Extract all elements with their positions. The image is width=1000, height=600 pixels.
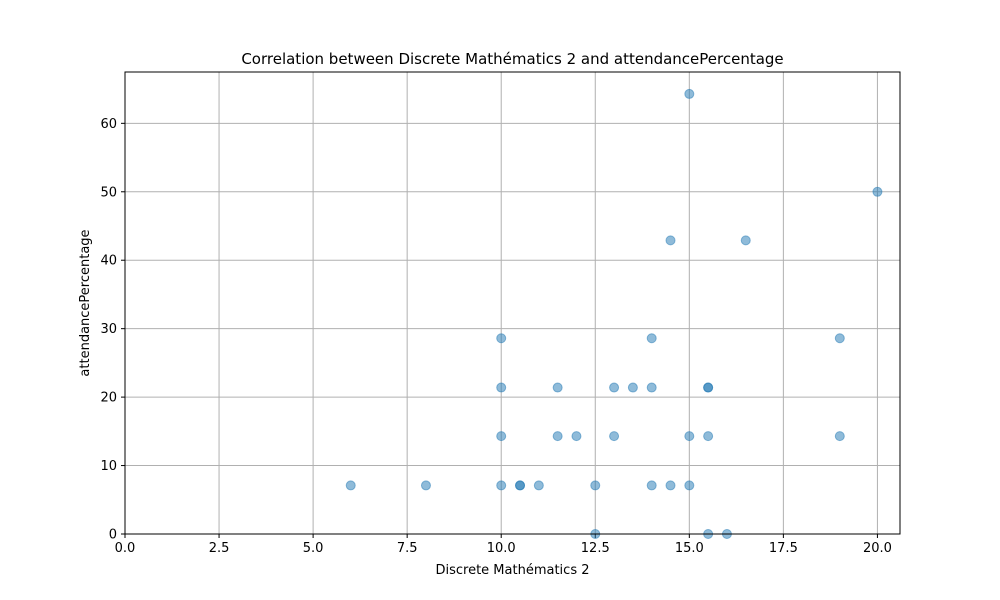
x-tick-label: 17.5 bbox=[769, 541, 798, 556]
data-point bbox=[533, 480, 544, 491]
data-point bbox=[496, 480, 507, 491]
y-tick-label: 50 bbox=[100, 185, 117, 200]
data-point bbox=[703, 382, 714, 393]
data-point bbox=[665, 480, 676, 491]
y-axis-ticks: 0 10 20 30 40 50 60 bbox=[100, 117, 125, 543]
y-tick-label: 0 bbox=[109, 528, 117, 543]
data-point bbox=[834, 333, 845, 344]
x-axis-label: Discrete Mathématics 2 bbox=[435, 563, 589, 578]
y-axis-label: attendancePercentage bbox=[78, 229, 93, 376]
plot-frame bbox=[124, 71, 901, 535]
data-point bbox=[684, 88, 695, 99]
data-point bbox=[609, 431, 620, 442]
x-tick-label: 12.5 bbox=[581, 541, 610, 556]
data-point bbox=[552, 431, 563, 442]
x-axis-ticks: 0.0 2.5 5.0 7.5 10.0 12.5 15.0 17.5 20.0 bbox=[115, 534, 892, 556]
data-point bbox=[684, 431, 695, 442]
data-point bbox=[496, 431, 507, 442]
data-point bbox=[627, 382, 638, 393]
data-point bbox=[646, 480, 657, 491]
data-point bbox=[420, 480, 431, 491]
x-tick-label: 7.5 bbox=[397, 541, 418, 556]
y-tick-label: 10 bbox=[100, 459, 117, 474]
y-tick-label: 30 bbox=[100, 322, 117, 337]
y-tick-label: 60 bbox=[100, 117, 117, 132]
plot-area bbox=[125, 72, 900, 534]
x-tick-label: 0.0 bbox=[115, 541, 136, 556]
data-point bbox=[496, 333, 507, 344]
data-point bbox=[515, 480, 526, 491]
x-tick-label: 5.0 bbox=[303, 541, 324, 556]
data-point bbox=[552, 382, 563, 393]
data-point bbox=[496, 382, 507, 393]
data-point bbox=[345, 480, 356, 491]
data-point bbox=[703, 431, 714, 442]
data-point bbox=[665, 235, 676, 246]
data-point bbox=[609, 382, 620, 393]
data-point bbox=[684, 480, 695, 491]
data-point bbox=[571, 431, 582, 442]
data-points bbox=[345, 88, 883, 539]
data-point bbox=[590, 480, 601, 491]
gridlines bbox=[124, 72, 900, 535]
x-tick-label: 15.0 bbox=[675, 541, 704, 556]
x-tick-label: 20.0 bbox=[863, 541, 892, 556]
y-tick-label: 20 bbox=[100, 391, 117, 406]
chart-title: Correlation between Discrete Mathématics… bbox=[241, 50, 783, 68]
data-point bbox=[740, 235, 751, 246]
x-tick-label: 10.0 bbox=[487, 541, 516, 556]
x-tick-label: 2.5 bbox=[209, 541, 230, 556]
data-point bbox=[646, 382, 657, 393]
y-tick-label: 40 bbox=[100, 254, 117, 269]
data-point bbox=[834, 431, 845, 442]
data-point bbox=[646, 333, 657, 344]
data-point bbox=[872, 186, 883, 197]
